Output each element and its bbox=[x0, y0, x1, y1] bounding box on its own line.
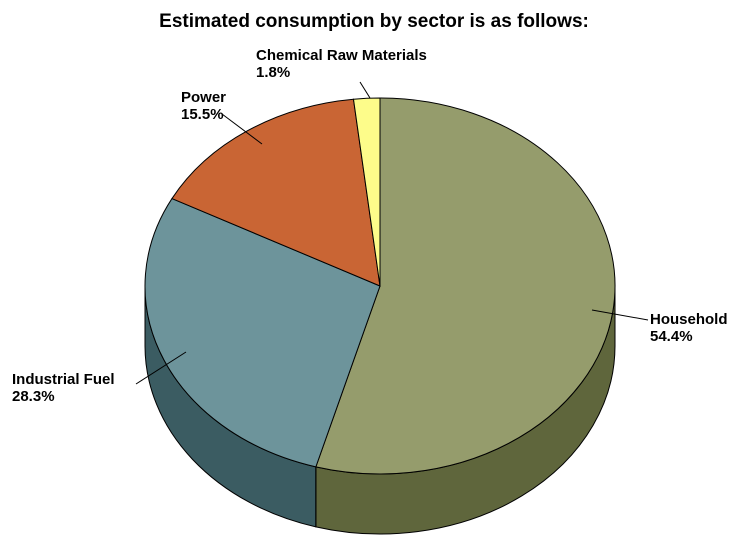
chart-title: Estimated consumption by sector is as fo… bbox=[159, 11, 589, 32]
slice-label-chemical-raw-materials: Chemical Raw Materials bbox=[256, 47, 427, 64]
slice-label-industrial-fuel: Industrial Fuel bbox=[12, 371, 115, 388]
slice-value-industrial-fuel: 28.3% bbox=[12, 388, 55, 405]
slice-industrial-fuel bbox=[144, 197, 381, 468]
slice-value-chemical-raw-materials: 1.8% bbox=[256, 64, 290, 81]
slice-label-power: Power bbox=[181, 89, 226, 106]
leader-line-power bbox=[221, 113, 263, 145]
slice-label-household: Household bbox=[650, 311, 728, 328]
slice-power bbox=[171, 98, 381, 287]
leader-line-industrial-fuel bbox=[135, 351, 187, 385]
pie-slices bbox=[144, 97, 616, 475]
slice-chemical-raw-materials bbox=[352, 97, 381, 287]
leader-line-household bbox=[591, 309, 649, 321]
slice-value-power: 15.5% bbox=[181, 106, 224, 123]
slice-household bbox=[315, 97, 616, 475]
leader-line-chemical-raw-materials bbox=[359, 81, 371, 99]
slice-value-household: 54.4% bbox=[650, 328, 693, 345]
